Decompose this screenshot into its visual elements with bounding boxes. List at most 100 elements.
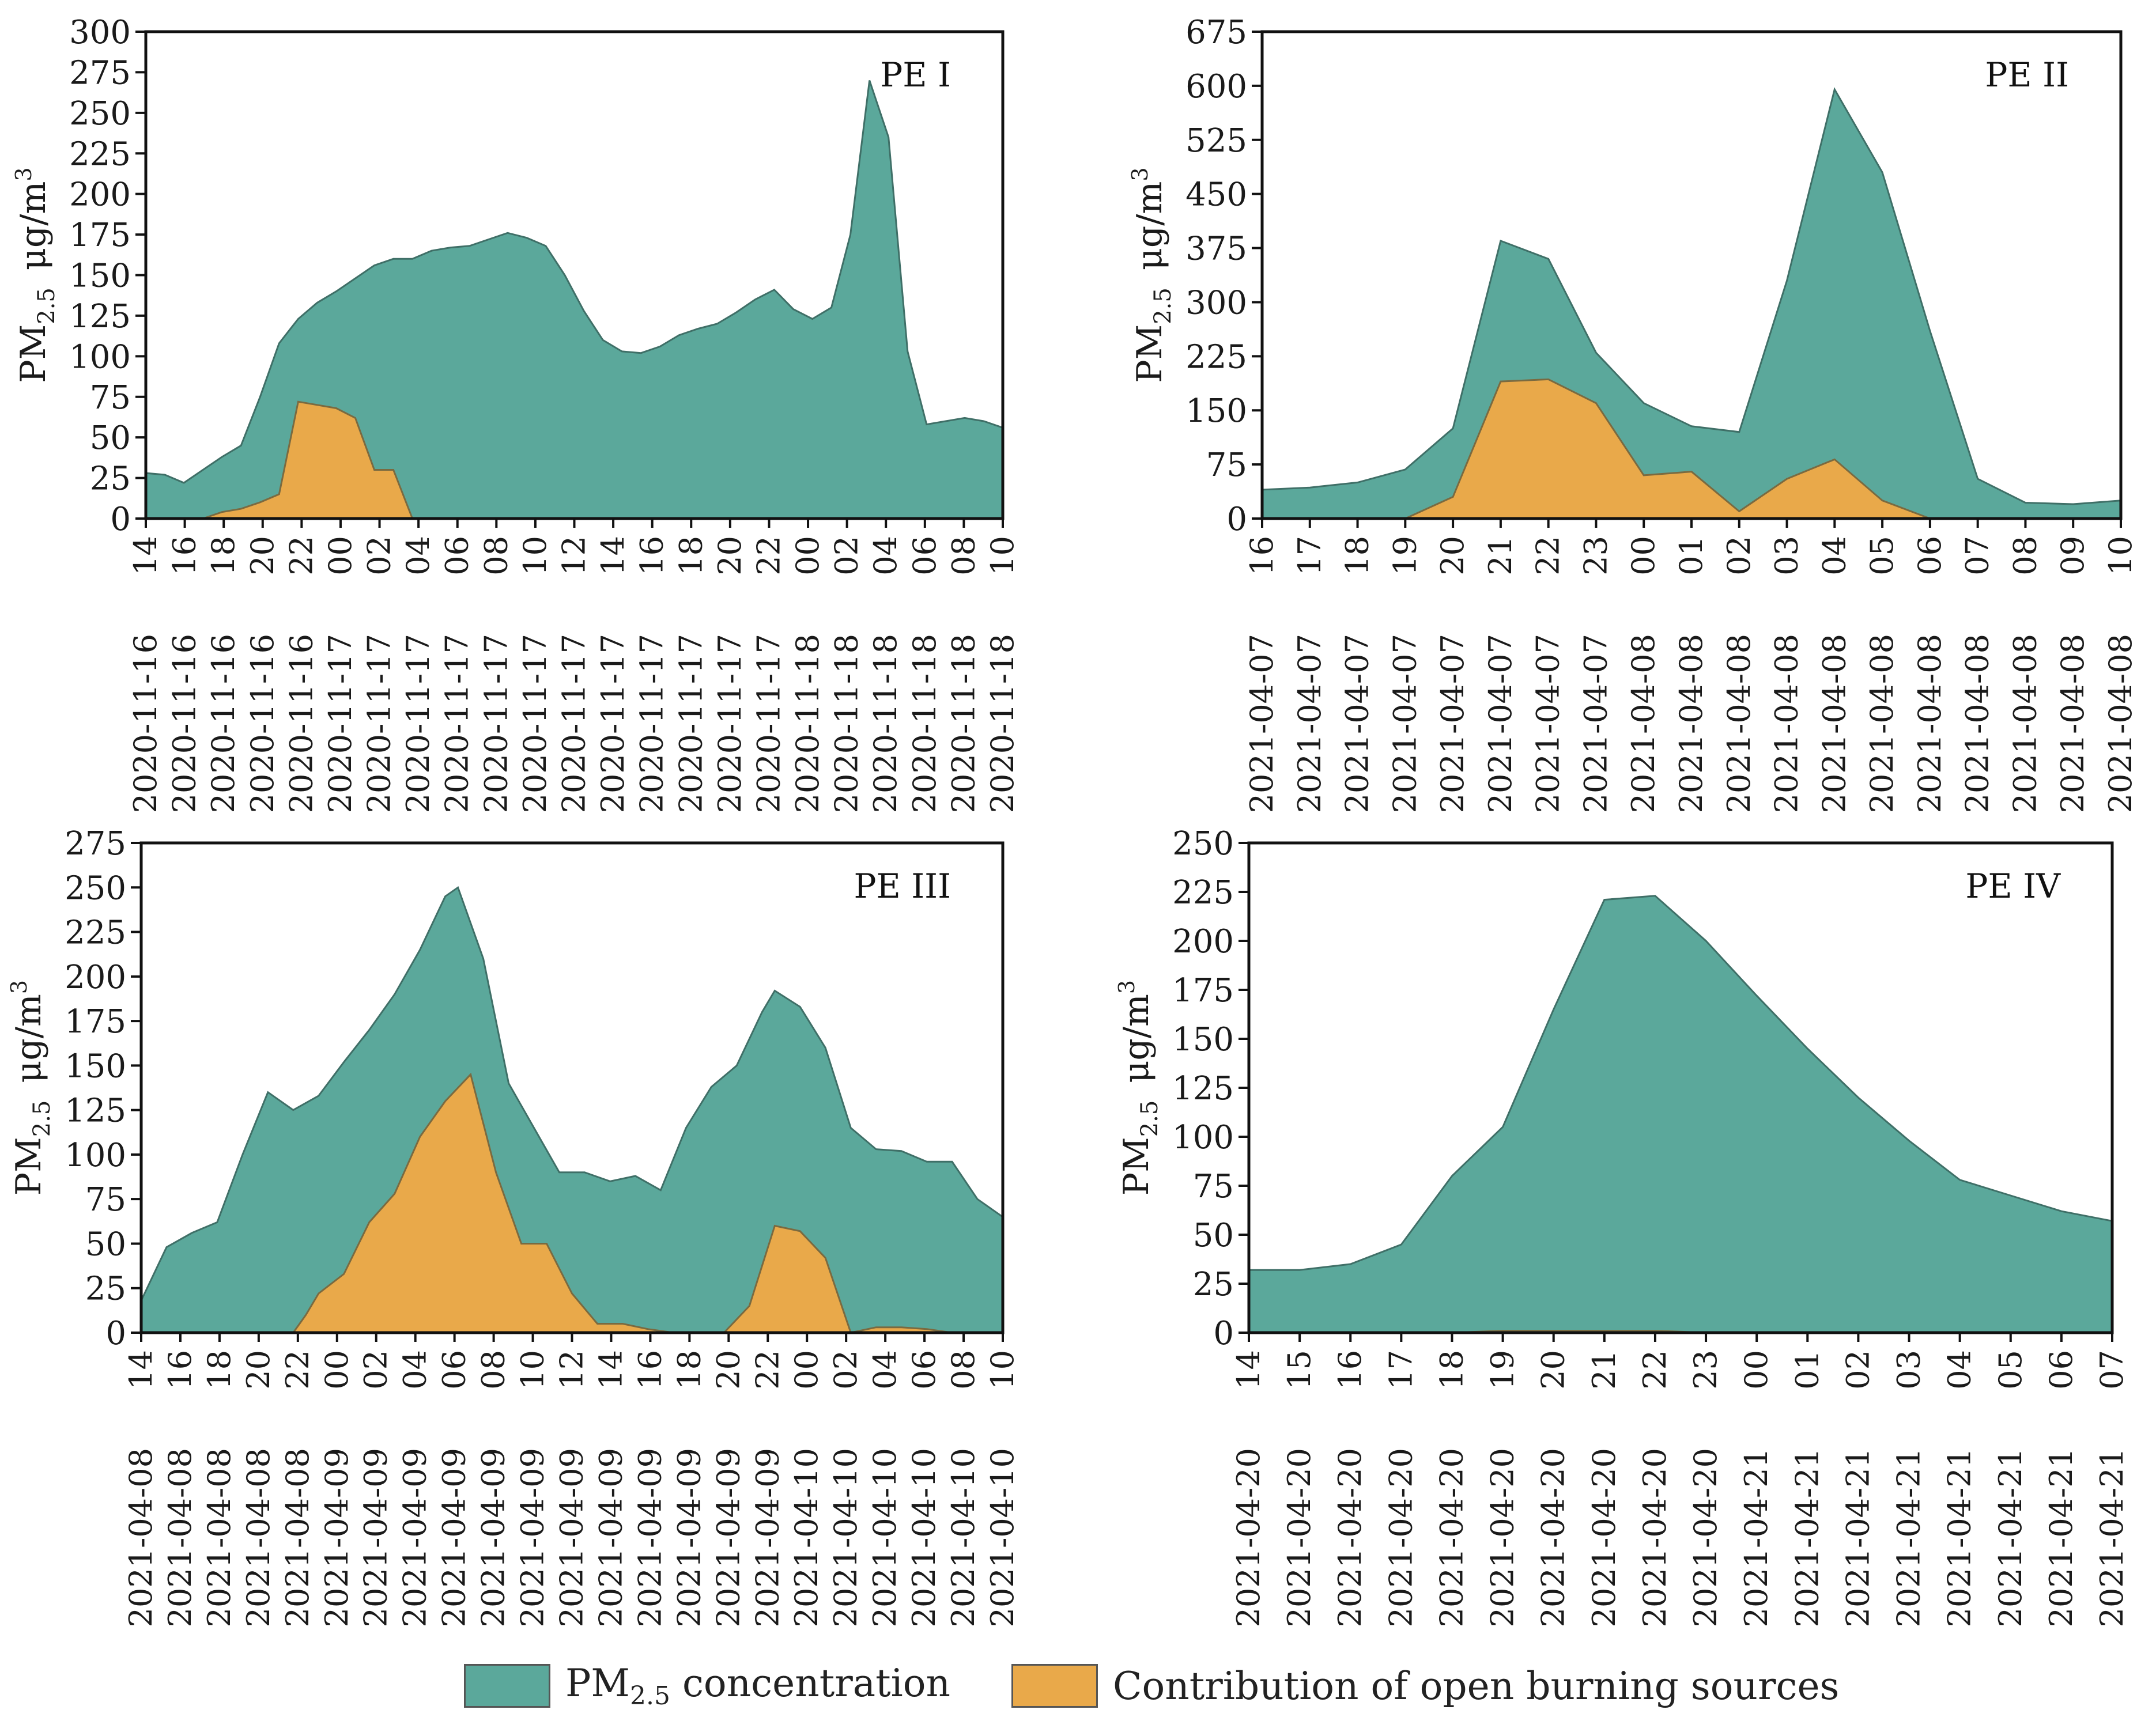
x-tick-hour-4-7: 21 bbox=[1586, 1350, 1622, 1390]
y-tick-label-2-0: 0 bbox=[1226, 501, 1247, 538]
x-tick-date-4-12: 2021-04-21 bbox=[1840, 1448, 1876, 1627]
x-tick-date-1-21: 2020-11-18 bbox=[945, 634, 981, 813]
x-tick-hour-1-5: 00 bbox=[322, 536, 358, 576]
y-tick-label-2-1: 75 bbox=[1206, 447, 1247, 484]
x-tick-hour-4-15: 05 bbox=[1992, 1350, 2029, 1390]
y-tick-label-1-8: 200 bbox=[69, 176, 131, 214]
x-tick-hour-1-6: 02 bbox=[361, 536, 398, 576]
x-tick-date-4-7: 2021-04-20 bbox=[1586, 1448, 1622, 1627]
x-tick-date-4-1: 2021-04-20 bbox=[1281, 1448, 1317, 1627]
x-tick-date-1-10: 2020-11-17 bbox=[517, 634, 553, 813]
legend: PM2.5 concentration Contribution of open… bbox=[464, 1658, 1905, 1716]
x-tick-date-3-18: 2021-04-10 bbox=[828, 1448, 864, 1627]
x-tick-hour-3-15: 20 bbox=[710, 1350, 746, 1390]
y-tick-label-3-10: 250 bbox=[65, 869, 126, 907]
x-tick-date-2-13: 2021-04-08 bbox=[1864, 634, 1900, 813]
y-tick-label-3-11: 275 bbox=[65, 825, 126, 863]
y-tick-label-4-8: 200 bbox=[1172, 923, 1234, 960]
x-tick-hour-4-5: 19 bbox=[1485, 1350, 1521, 1390]
y-axis-label-4: PM2.5μg/m3 bbox=[1114, 980, 1163, 1196]
y-tick-label-1-0: 0 bbox=[110, 501, 131, 538]
x-tick-hour-3-2: 18 bbox=[201, 1350, 237, 1390]
x-tick-hour-4-2: 16 bbox=[1332, 1350, 1368, 1390]
y-tick-label-1-9: 225 bbox=[69, 135, 131, 173]
y-tick-label-2-8: 600 bbox=[1185, 68, 1247, 105]
burning-area-3 bbox=[291, 1072, 953, 1334]
x-tick-hour-1-10: 10 bbox=[517, 536, 553, 576]
y-tick-label-1-7: 175 bbox=[69, 217, 131, 254]
legend-swatch-pm25 bbox=[464, 1664, 550, 1708]
burning-area-2 bbox=[1404, 378, 1931, 520]
x-tick-date-2-1: 2021-04-07 bbox=[1292, 634, 1328, 813]
x-tick-hour-2-5: 21 bbox=[1482, 536, 1519, 576]
x-tick-date-1-11: 2020-11-17 bbox=[556, 634, 592, 813]
x-tick-date-2-12: 2021-04-08 bbox=[1816, 634, 1852, 813]
x-tick-hour-2-17: 09 bbox=[2055, 536, 2091, 576]
x-tick-hour-1-1: 16 bbox=[167, 536, 203, 576]
x-tick-date-3-6: 2021-04-09 bbox=[358, 1448, 394, 1627]
x-tick-date-4-2: 2021-04-20 bbox=[1332, 1448, 1368, 1627]
x-tick-hour-2-6: 22 bbox=[1530, 536, 1566, 576]
x-tick-date-2-2: 2021-04-07 bbox=[1339, 634, 1376, 813]
y-tick-label-2-2: 150 bbox=[1185, 392, 1247, 430]
x-tick-hour-3-8: 06 bbox=[436, 1350, 473, 1390]
x-tick-date-2-3: 2021-04-07 bbox=[1387, 634, 1423, 813]
y-tick-label-4-5: 125 bbox=[1172, 1070, 1234, 1107]
y-tick-label-1-3: 75 bbox=[90, 379, 131, 417]
x-tick-hour-2-11: 03 bbox=[1769, 536, 1805, 576]
x-tick-hour-4-9: 23 bbox=[1687, 1350, 1724, 1390]
x-tick-date-1-2: 2020-11-16 bbox=[205, 634, 241, 813]
x-tick-date-2-4: 2021-04-07 bbox=[1434, 634, 1471, 813]
y-tick-label-1-6: 150 bbox=[69, 258, 131, 295]
legend-label-burning: Contribution of open burning sources bbox=[1113, 1663, 1840, 1708]
x-tick-hour-1-14: 18 bbox=[673, 536, 709, 576]
x-tick-hour-2-7: 23 bbox=[1577, 536, 1614, 576]
pm25-area-2 bbox=[1261, 87, 2122, 520]
y-tick-label-3-9: 225 bbox=[65, 914, 126, 952]
x-tick-date-1-14: 2020-11-17 bbox=[673, 634, 709, 813]
x-tick-hour-1-11: 12 bbox=[556, 536, 592, 576]
x-tick-hour-2-14: 06 bbox=[1912, 536, 1948, 576]
x-tick-date-4-5: 2021-04-20 bbox=[1485, 1448, 1521, 1627]
x-tick-date-4-9: 2021-04-20 bbox=[1687, 1448, 1724, 1627]
x-tick-date-4-6: 2021-04-20 bbox=[1535, 1448, 1572, 1627]
x-tick-date-3-15: 2021-04-09 bbox=[710, 1448, 746, 1627]
x-tick-hour-2-3: 19 bbox=[1387, 536, 1423, 576]
y-tick-label-4-9: 225 bbox=[1172, 874, 1234, 911]
x-tick-date-2-7: 2021-04-07 bbox=[1577, 634, 1614, 813]
pm25-area-3 bbox=[140, 886, 1004, 1334]
x-tick-hour-4-8: 22 bbox=[1637, 1350, 1673, 1390]
x-tick-date-2-11: 2021-04-08 bbox=[1769, 634, 1805, 813]
x-tick-hour-1-8: 06 bbox=[439, 536, 475, 576]
x-tick-date-3-10: 2021-04-09 bbox=[515, 1448, 551, 1627]
x-tick-date-3-11: 2021-04-09 bbox=[554, 1448, 590, 1627]
y-tick-label-3-0: 0 bbox=[105, 1315, 126, 1352]
x-tick-date-2-5: 2021-04-07 bbox=[1482, 634, 1519, 813]
x-tick-hour-3-4: 22 bbox=[280, 1350, 316, 1390]
x-tick-date-2-6: 2021-04-07 bbox=[1530, 634, 1566, 813]
chart-panel-2: 0 75 150 225 300 375 450 525 600 675 PM2.5μg/m3 PE … bbox=[1127, 14, 2139, 813]
x-tick-date-2-17: 2021-04-08 bbox=[2055, 634, 2091, 813]
x-tick-hour-3-7: 04 bbox=[397, 1350, 433, 1390]
x-tick-date-1-22: 2020-11-18 bbox=[984, 634, 1021, 813]
x-tick-hour-2-8: 00 bbox=[1625, 536, 1662, 576]
y-tick-label-4-4: 100 bbox=[1172, 1119, 1234, 1156]
x-tick-hour-1-7: 04 bbox=[400, 536, 436, 576]
panel-label-2: PE II bbox=[1985, 55, 2069, 94]
y-tick-label-2-6: 450 bbox=[1185, 176, 1247, 214]
x-tick-date-1-13: 2020-11-17 bbox=[634, 634, 670, 813]
x-tick-hour-3-11: 12 bbox=[554, 1350, 590, 1390]
x-tick-date-4-4: 2021-04-20 bbox=[1433, 1448, 1470, 1627]
x-tick-hour-2-10: 02 bbox=[1721, 536, 1757, 576]
x-tick-date-2-9: 2021-04-08 bbox=[1673, 634, 1709, 813]
x-tick-date-1-7: 2020-11-17 bbox=[400, 634, 436, 813]
x-tick-hour-3-17: 00 bbox=[788, 1350, 825, 1390]
y-tick-label-4-6: 150 bbox=[1172, 1021, 1234, 1058]
x-tick-date-3-7: 2021-04-09 bbox=[397, 1448, 433, 1627]
x-tick-date-4-16: 2021-04-21 bbox=[2043, 1448, 2079, 1627]
legend-item-pm25: PM2.5 concentration bbox=[464, 1661, 950, 1711]
y-tick-label-4-0: 0 bbox=[1213, 1315, 1234, 1352]
x-tick-date-3-16: 2021-04-09 bbox=[749, 1448, 786, 1627]
x-tick-hour-2-12: 04 bbox=[1816, 536, 1852, 576]
x-tick-hour-1-18: 02 bbox=[829, 536, 865, 576]
